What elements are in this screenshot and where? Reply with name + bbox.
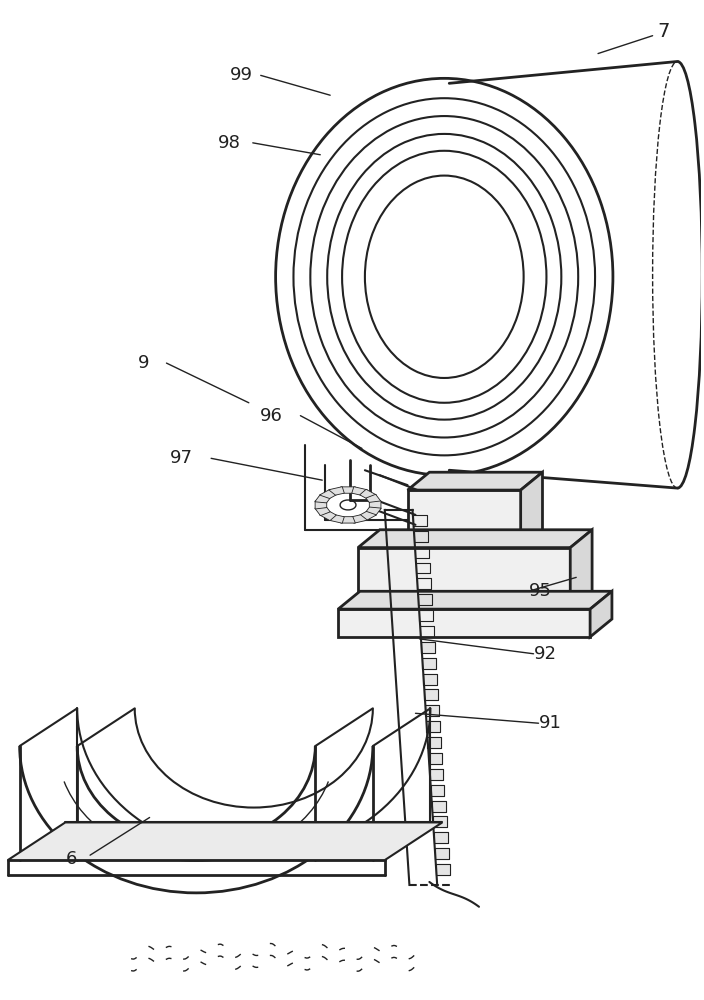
Polygon shape xyxy=(329,515,344,523)
Polygon shape xyxy=(320,511,337,521)
Polygon shape xyxy=(341,487,356,493)
Polygon shape xyxy=(414,531,428,542)
Polygon shape xyxy=(431,785,444,796)
Polygon shape xyxy=(418,594,432,605)
Polygon shape xyxy=(433,816,446,827)
Text: 99: 99 xyxy=(230,66,253,84)
Polygon shape xyxy=(434,832,448,843)
Polygon shape xyxy=(427,721,440,732)
Polygon shape xyxy=(590,591,612,637)
Polygon shape xyxy=(435,848,448,859)
Polygon shape xyxy=(570,530,592,609)
Polygon shape xyxy=(338,591,612,609)
Polygon shape xyxy=(315,507,330,516)
Polygon shape xyxy=(429,769,444,780)
Polygon shape xyxy=(425,689,438,700)
Polygon shape xyxy=(420,626,434,637)
Text: 97: 97 xyxy=(170,449,194,467)
Polygon shape xyxy=(419,610,433,621)
Polygon shape xyxy=(8,822,442,860)
Polygon shape xyxy=(422,658,436,669)
Polygon shape xyxy=(338,609,590,637)
Polygon shape xyxy=(436,864,450,875)
Polygon shape xyxy=(408,472,543,490)
Polygon shape xyxy=(423,674,437,685)
Polygon shape xyxy=(360,489,377,499)
Text: 98: 98 xyxy=(218,134,241,152)
Text: 92: 92 xyxy=(534,645,557,663)
Polygon shape xyxy=(408,490,521,548)
Polygon shape xyxy=(358,530,592,548)
Polygon shape xyxy=(366,507,382,516)
Polygon shape xyxy=(320,489,337,499)
Text: 96: 96 xyxy=(260,407,282,425)
Text: 6: 6 xyxy=(65,850,77,868)
Polygon shape xyxy=(370,501,381,509)
Text: 91: 91 xyxy=(539,714,561,732)
Polygon shape xyxy=(416,563,430,573)
Text: 9: 9 xyxy=(138,354,150,372)
Polygon shape xyxy=(421,642,435,653)
Text: 95: 95 xyxy=(529,582,552,600)
Polygon shape xyxy=(413,515,427,526)
Polygon shape xyxy=(427,737,441,748)
Polygon shape xyxy=(341,517,356,523)
Polygon shape xyxy=(360,511,377,521)
Text: 7: 7 xyxy=(658,22,670,41)
Polygon shape xyxy=(521,472,543,548)
Polygon shape xyxy=(425,705,439,716)
Polygon shape xyxy=(358,548,570,609)
Polygon shape xyxy=(329,487,344,495)
Polygon shape xyxy=(429,753,442,764)
Polygon shape xyxy=(366,494,382,503)
Polygon shape xyxy=(315,501,327,509)
Polygon shape xyxy=(352,515,367,523)
Polygon shape xyxy=(432,801,446,812)
Polygon shape xyxy=(415,547,429,558)
Polygon shape xyxy=(315,494,330,503)
Polygon shape xyxy=(352,487,367,495)
Polygon shape xyxy=(417,578,431,589)
